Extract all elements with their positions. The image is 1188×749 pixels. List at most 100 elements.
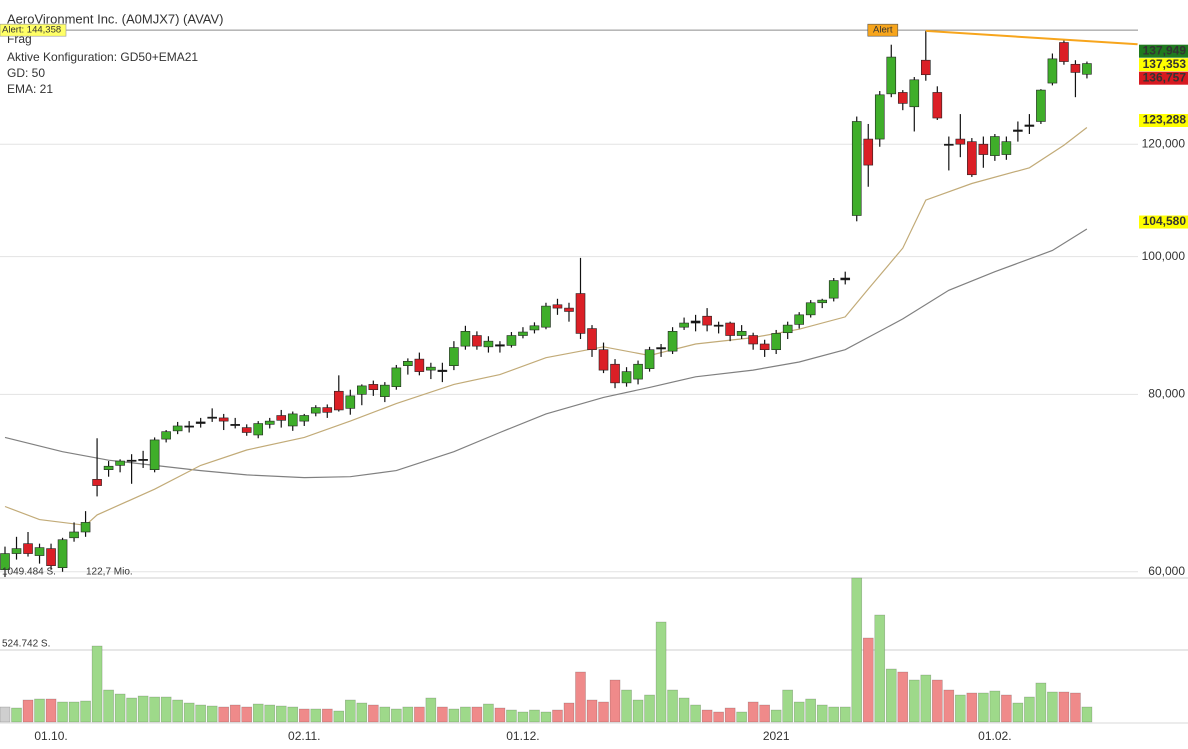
legend-ema: EMA: 21 [7, 82, 53, 96]
candle-body [34, 547, 45, 556]
volume-bar [506, 709, 517, 723]
candle-body [1059, 42, 1069, 62]
candle-body [46, 548, 56, 566]
volume-bar [22, 699, 34, 723]
volume-bar [414, 706, 425, 723]
volume-bar [425, 697, 437, 723]
candle-body [932, 92, 943, 119]
price-label-box [1139, 71, 1188, 85]
candle-body [92, 479, 102, 486]
candle-body [299, 415, 310, 422]
volume-bar [195, 704, 206, 723]
candle-body [437, 369, 448, 372]
volume-bar [483, 703, 494, 723]
volume-bar [1047, 691, 1058, 723]
candle-body [1013, 129, 1023, 132]
volume-bar [356, 702, 368, 723]
candle-body [575, 293, 586, 334]
volume-bar [713, 711, 724, 723]
chart-title: AeroVironment Inc. (A0MJX7) (AVAV) [7, 11, 224, 26]
candle-body [828, 280, 839, 299]
candle-body [748, 335, 758, 345]
volume-bar [655, 621, 667, 723]
volume-bar [816, 704, 828, 723]
volume-bar [644, 694, 655, 723]
volume-bar [540, 711, 552, 723]
volume-bar [563, 702, 575, 723]
candle-body [11, 548, 22, 554]
volume-bar [517, 711, 529, 723]
volume-bar [609, 679, 621, 723]
candle-body [449, 347, 459, 366]
candle-body [460, 331, 471, 347]
candle-body [1024, 124, 1035, 127]
alert-marker-box [867, 23, 899, 37]
volume-bar [68, 701, 80, 723]
alert-label-box [0, 23, 67, 37]
candle-body [1047, 58, 1058, 84]
candle-body [126, 459, 137, 462]
volume-bar [529, 709, 540, 723]
candle-body [472, 335, 482, 347]
volume-bar [586, 699, 598, 723]
candle-body [725, 322, 735, 336]
volume-bar [701, 709, 713, 723]
volume-bar [678, 697, 690, 723]
candle-body [80, 522, 91, 533]
candle-body [287, 413, 298, 427]
price-label-box [1139, 114, 1188, 128]
volume-bar [966, 692, 978, 723]
alert-marker: Alert [873, 25, 893, 36]
candle-body [172, 425, 183, 432]
candle-body [483, 340, 494, 348]
candle-body [495, 344, 505, 347]
volume-bar [379, 706, 391, 723]
candle-body [529, 325, 540, 331]
candle-body [667, 331, 678, 352]
volume-bar [978, 692, 989, 723]
alert-label: Alert: 144,358 [2, 25, 61, 36]
price-label-box [1139, 58, 1188, 72]
candle-body [679, 322, 689, 328]
subtitle: Aktive Konfiguration: GD50+EMA21 [7, 50, 198, 64]
volume-bar [183, 702, 195, 723]
volume-bar [275, 705, 287, 723]
candle-body [506, 335, 517, 346]
candle-body [690, 320, 701, 324]
candle-body [990, 136, 1000, 156]
volume-bar [391, 708, 402, 723]
volume-bar [632, 699, 644, 723]
volume-tick-label: 524.742 S. [2, 639, 50, 650]
price-label: 137,353 [1143, 57, 1187, 71]
candle-body [218, 417, 229, 422]
x-tick-label: 02.11. [288, 729, 320, 743]
candle-body [1070, 63, 1081, 73]
volume-bar [114, 693, 126, 723]
volume-bar [1070, 692, 1081, 723]
price-label: 136,757 [1143, 70, 1187, 84]
candle-body [333, 390, 344, 411]
candle-body [23, 543, 33, 554]
volume-bar [494, 707, 506, 723]
volume-bar [770, 709, 782, 723]
volume-bar [747, 701, 759, 723]
candle-body [310, 407, 321, 414]
volume-bar [1035, 682, 1047, 723]
volume-bar [368, 704, 379, 723]
candle-body [403, 360, 413, 366]
volume-bar [11, 707, 22, 723]
candle-body [874, 94, 885, 140]
candle-body [863, 138, 874, 166]
price-label-box [1139, 215, 1188, 229]
volume-bar [989, 690, 1001, 723]
volume-bar [943, 689, 955, 723]
volume-bar [851, 577, 863, 723]
volume-bar [229, 704, 241, 723]
candle-body [978, 143, 989, 155]
volume-bar [0, 706, 11, 723]
volume-bar [1012, 702, 1024, 723]
volume-bar [298, 708, 310, 723]
moving-average-line [4, 127, 1088, 526]
y-tick-label: 100,000 [1142, 249, 1186, 263]
